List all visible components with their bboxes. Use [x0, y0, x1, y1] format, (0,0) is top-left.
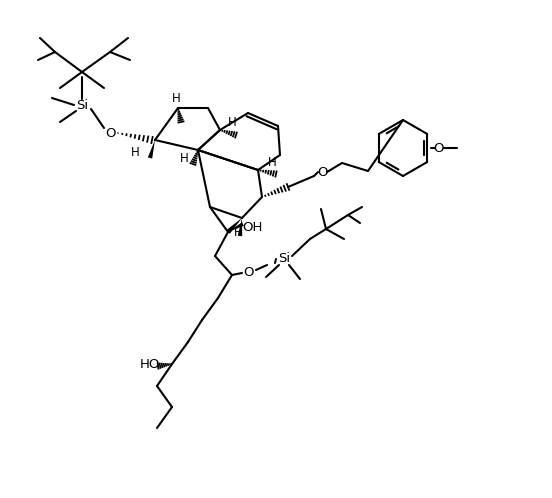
Text: Si: Si: [278, 252, 290, 265]
Text: Si: Si: [76, 99, 88, 112]
Polygon shape: [238, 218, 242, 236]
Text: H: H: [268, 155, 277, 168]
Text: H: H: [227, 116, 236, 128]
Text: O: O: [244, 265, 254, 278]
Polygon shape: [148, 140, 155, 158]
Text: H: H: [179, 151, 188, 164]
Text: H: H: [233, 226, 242, 239]
Polygon shape: [226, 218, 242, 234]
Text: H: H: [131, 145, 139, 158]
Polygon shape: [228, 222, 244, 232]
Text: H: H: [172, 92, 181, 105]
Text: HO: HO: [140, 358, 160, 371]
Text: O: O: [105, 126, 115, 139]
Text: O: O: [434, 141, 444, 154]
Text: O: O: [317, 165, 327, 178]
Text: OH: OH: [242, 221, 262, 234]
